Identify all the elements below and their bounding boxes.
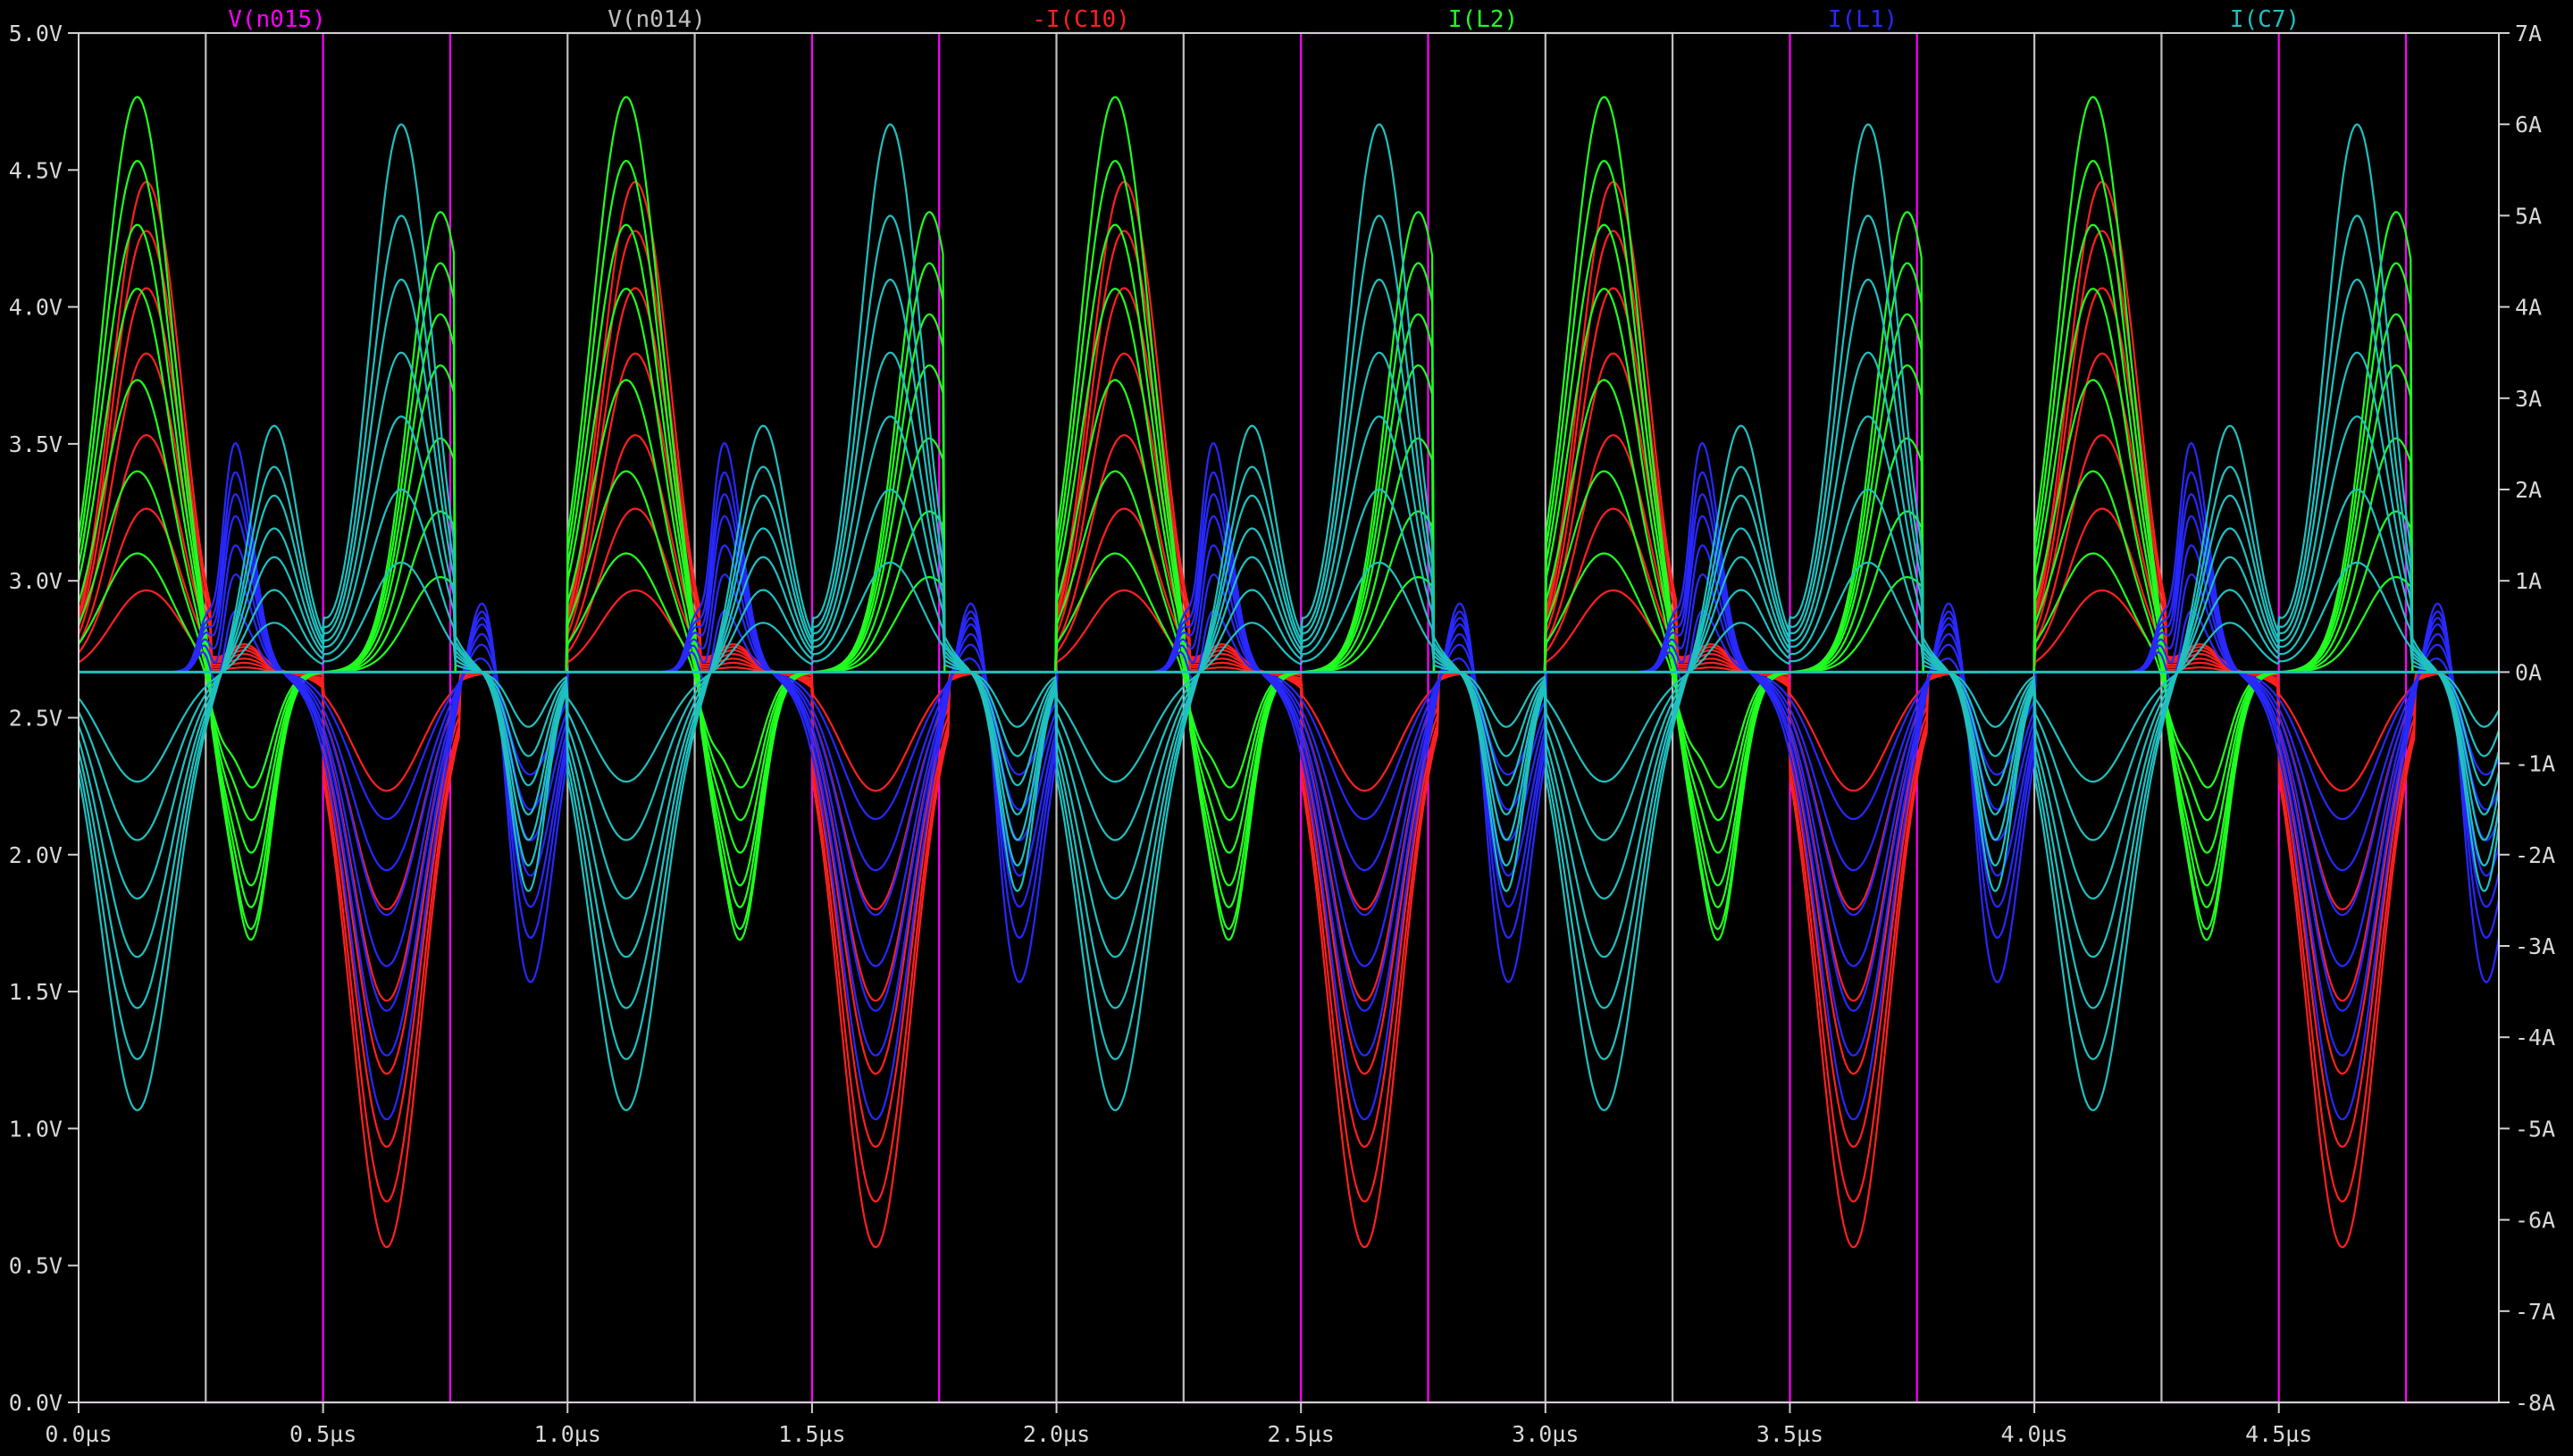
right-tick-label: 1A xyxy=(2515,568,2542,594)
trace-label-v-n015-[interactable]: V(n015) xyxy=(228,6,326,33)
left-tick-label: 2.5V xyxy=(9,706,63,732)
trace-legend: V(n015) V(n014) -I(C10) I(L2) I(L1) I(C7) xyxy=(228,6,2300,33)
trace-label-i-l2-[interactable]: I(L2) xyxy=(1448,6,1518,33)
left-axis-ticks: 0.0V 0.5V 1.0V 1.5V 2.0V 2.5V 3.0V 3.5V 4.0V 4.5V… xyxy=(9,21,79,1416)
left-tick-label: 1.5V xyxy=(9,979,63,1005)
x-tick-label: 0.5µs xyxy=(289,1421,356,1447)
x-tick-label: 1.0µs xyxy=(534,1421,601,1447)
right-tick-label: -8A xyxy=(2515,1390,2555,1416)
x-tick-label: 2.5µs xyxy=(1268,1421,1335,1447)
right-tick-label: 7A xyxy=(2515,21,2542,46)
left-tick-label: 5.0V xyxy=(9,21,63,46)
x-tick-label: 4.0µs xyxy=(2000,1421,2067,1447)
left-tick-label: 3.5V xyxy=(9,431,63,457)
right-tick-label: 3A xyxy=(2515,386,2542,412)
left-tick-label: 1.0V xyxy=(9,1116,63,1142)
x-axis-ticks: 0.0µs 0.5µs 1.0µs 1.5µs 2.0µs 2.5µs 3.0µs 3.5µs… xyxy=(45,1402,2312,1447)
trace-layer xyxy=(77,31,2501,1404)
trace-label--i-c10-[interactable]: -I(C10) xyxy=(1032,6,1130,33)
right-tick-label: 0A xyxy=(2515,659,2542,685)
right-tick-label: 6A xyxy=(2515,112,2542,138)
left-tick-label: 4.5V xyxy=(9,157,63,183)
right-axis-ticks: 7A 6A 5A 4A 3A 2A 1A 0A -1A -2A -3A -4A -5A -6A -7A -8A xyxy=(2499,21,2555,1416)
right-tick-label: 5A xyxy=(2515,203,2542,229)
right-tick-label: -6A xyxy=(2515,1208,2555,1234)
right-tick-label: -7A xyxy=(2515,1299,2555,1325)
x-tick-label: 3.5µs xyxy=(1756,1421,1823,1447)
left-tick-label: 0.5V xyxy=(9,1253,63,1279)
right-tick-label: 4A xyxy=(2515,295,2542,321)
right-tick-label: -2A xyxy=(2515,842,2555,868)
x-tick-label: 1.5µs xyxy=(778,1421,845,1447)
right-tick-label: -4A xyxy=(2515,1025,2555,1050)
right-tick-label: -3A xyxy=(2515,933,2555,959)
left-tick-label: 3.0V xyxy=(9,568,63,594)
trace-label-i-c7-[interactable]: I(C7) xyxy=(2230,6,2300,33)
x-tick-label: 0.0µs xyxy=(45,1421,112,1447)
trace-label-v-n014-[interactable]: V(n014) xyxy=(608,6,706,33)
left-tick-label: 0.0V xyxy=(9,1390,63,1416)
x-tick-label: 4.5µs xyxy=(2245,1421,2312,1447)
left-tick-label: 4.0V xyxy=(9,295,63,321)
right-tick-label: -5A xyxy=(2515,1116,2555,1142)
trace-label-i-l1-[interactable]: I(L1) xyxy=(1828,6,1898,33)
x-tick-label: 2.0µs xyxy=(1023,1421,1090,1447)
left-tick-label: 2.0V xyxy=(9,842,63,868)
x-tick-label: 3.0µs xyxy=(1512,1421,1579,1447)
right-tick-label: 2A xyxy=(2515,477,2542,503)
right-tick-label: -1A xyxy=(2515,751,2555,777)
